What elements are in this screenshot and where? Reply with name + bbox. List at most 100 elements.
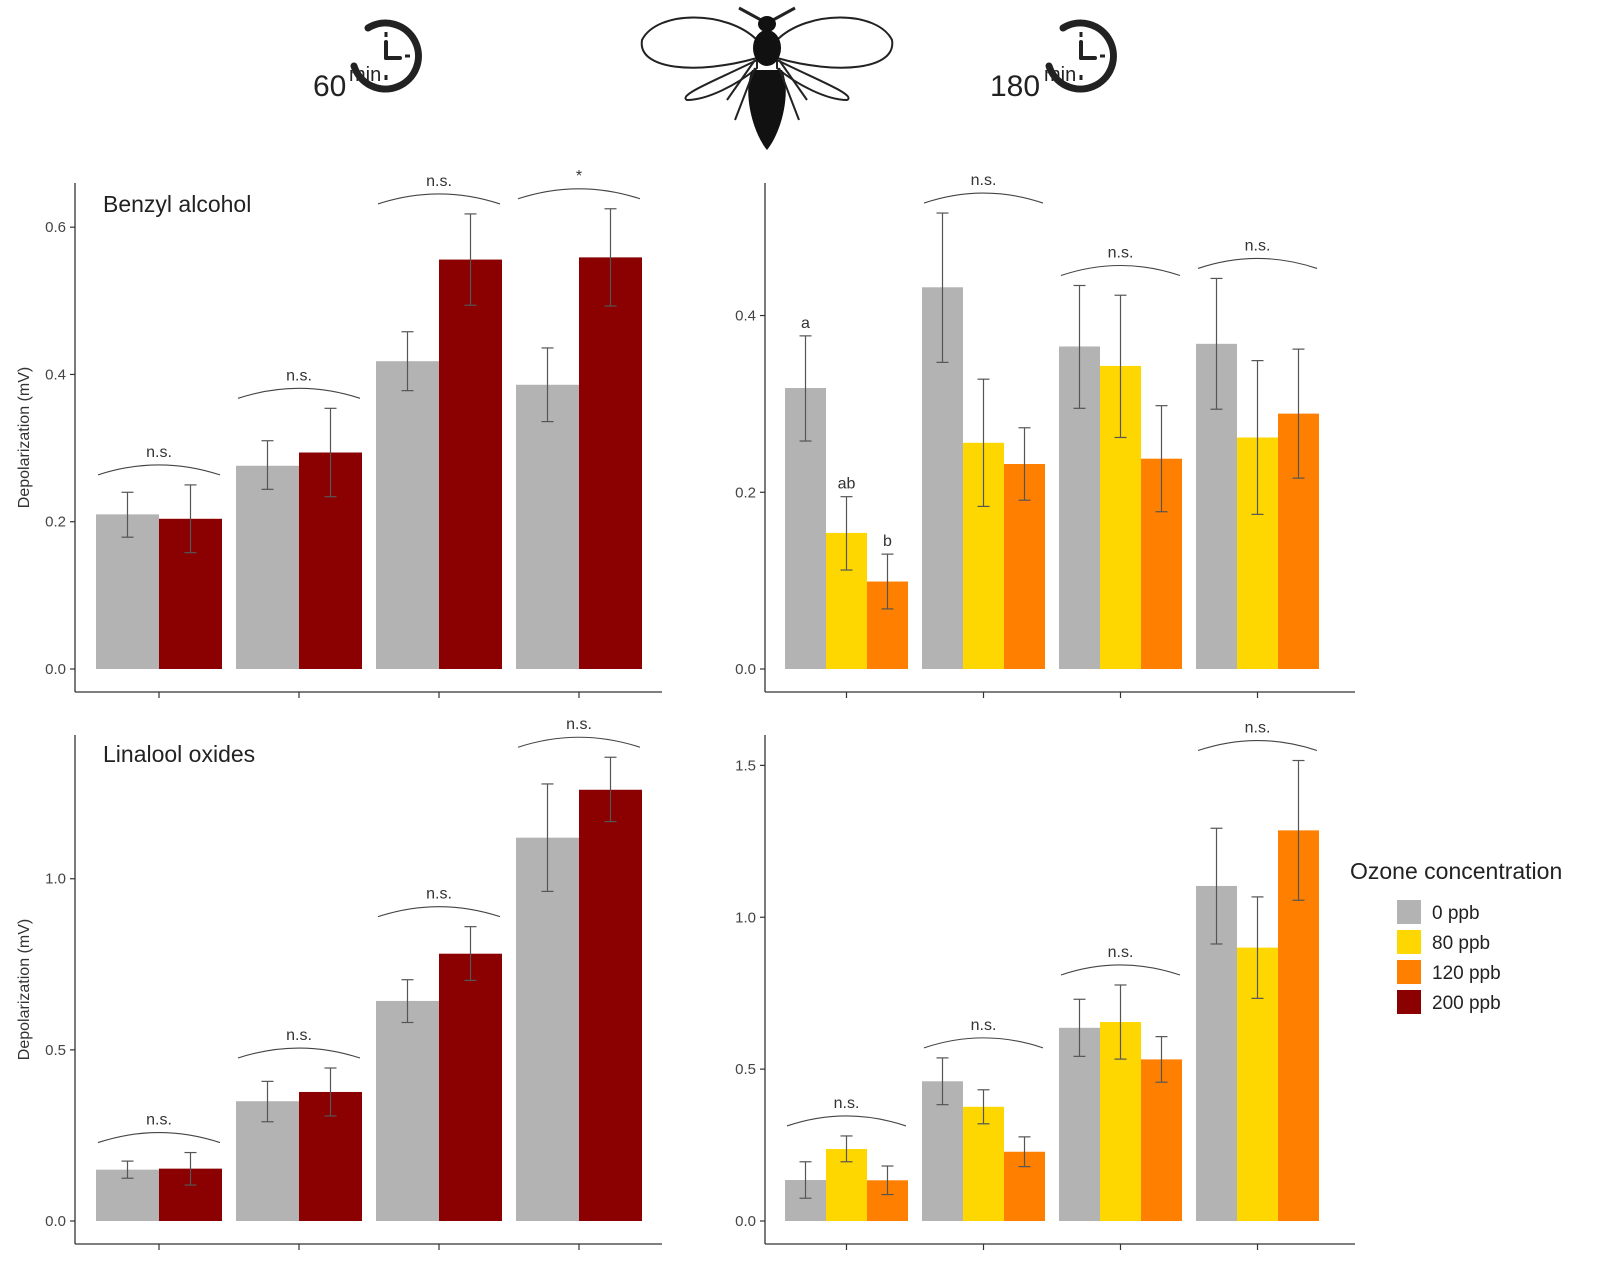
error-bar xyxy=(324,1067,337,1117)
significance-label: * xyxy=(576,168,582,185)
header-left-time: 60 min xyxy=(313,19,422,103)
panel-title: Linalool oxides xyxy=(103,741,255,767)
error-bar xyxy=(881,1165,894,1196)
right-time-unit: min xyxy=(1044,64,1076,86)
error-bar xyxy=(604,756,617,823)
legend-swatch xyxy=(1397,900,1421,924)
legend-label: 200 ppb xyxy=(1432,993,1501,1014)
error-bar xyxy=(1073,998,1086,1057)
bar xyxy=(439,259,502,669)
significance-label: n.s. xyxy=(426,886,452,903)
significance-bracket xyxy=(1197,739,1318,752)
error-bar xyxy=(324,407,337,498)
bar-letter-label: b xyxy=(883,533,892,550)
error-bar xyxy=(1210,277,1223,410)
clock-icon xyxy=(350,19,422,93)
y-tick-label: 0.4 xyxy=(735,308,756,325)
error-bar xyxy=(1292,348,1305,479)
error-bar xyxy=(1292,759,1305,901)
error-bar xyxy=(1210,827,1223,945)
error-bar xyxy=(1155,405,1168,513)
chart-panels: 0.0 0.2 0.4 0.6 Depolarization (mV) Benzyl al… xyxy=(16,168,1355,1250)
y-tick-label: 0.0 xyxy=(735,1213,756,1230)
significance-bracket xyxy=(237,1047,361,1059)
error-bar xyxy=(1018,1136,1031,1168)
error-bar xyxy=(1251,896,1264,999)
significance-label: n.s. xyxy=(1245,720,1271,737)
significance-bracket xyxy=(923,1037,1044,1049)
y-tick-label: 0.0 xyxy=(45,661,66,678)
bar xyxy=(96,514,159,669)
y-tick-label: 0.5 xyxy=(45,1042,66,1059)
error-bar xyxy=(604,208,617,307)
bar xyxy=(1059,1027,1100,1221)
significance-label: n.s. xyxy=(146,444,172,461)
error-bar xyxy=(840,496,853,571)
error-bar xyxy=(121,1160,134,1179)
error-bar xyxy=(1018,427,1031,501)
left-time-value: 60 xyxy=(313,70,346,103)
legend-swatch xyxy=(1397,990,1421,1014)
panel-title: Benzyl alcohol xyxy=(103,191,251,217)
error-bar xyxy=(799,1161,812,1199)
error-bar xyxy=(464,213,477,306)
bar xyxy=(376,361,439,669)
y-tick-label: 1.0 xyxy=(735,909,756,926)
right-time-value: 180 xyxy=(990,70,1040,103)
legend-item: 120 ppb xyxy=(1397,960,1501,984)
bar xyxy=(516,384,579,669)
error-bar xyxy=(1251,360,1264,515)
error-bar xyxy=(936,1057,949,1106)
legend-item: 0 ppb xyxy=(1397,900,1480,924)
bar xyxy=(1141,1059,1182,1221)
significance-bracket xyxy=(97,464,221,476)
legend-swatch xyxy=(1397,960,1421,984)
error-bar xyxy=(977,378,990,508)
error-bar xyxy=(881,553,894,610)
significance-label: n.s. xyxy=(286,367,312,384)
significance-bracket xyxy=(377,906,501,918)
legend-label: 80 ppb xyxy=(1432,933,1490,954)
significance-bracket xyxy=(923,192,1044,204)
y-tick-label: 0.0 xyxy=(45,1213,66,1230)
legend: Ozone concentration 0 ppb 80 ppb 120 ppb 20… xyxy=(1350,858,1562,1014)
significance-label: n.s. xyxy=(971,172,997,189)
wasp-icon xyxy=(640,6,894,150)
legend-label: 120 ppb xyxy=(1432,963,1501,984)
legend-item: 80 ppb xyxy=(1397,930,1490,954)
significance-bracket xyxy=(786,1115,907,1127)
error-bar xyxy=(541,783,554,893)
significance-label: n.s. xyxy=(566,716,592,733)
error-bar xyxy=(261,1080,274,1123)
significance-bracket xyxy=(237,387,361,399)
significance-bracket xyxy=(97,1132,221,1144)
significance-bracket xyxy=(1060,964,1181,976)
bar xyxy=(516,837,579,1221)
bar xyxy=(236,465,299,669)
header-right-time: 180 min xyxy=(990,19,1117,103)
error-bar xyxy=(1114,294,1127,439)
significance-bracket xyxy=(1060,264,1181,277)
error-bar xyxy=(1073,284,1086,409)
error-bar xyxy=(184,1151,197,1186)
significance-label: n.s. xyxy=(286,1027,312,1044)
significance-bracket xyxy=(517,188,641,200)
left-time-unit: min xyxy=(349,64,381,86)
y-axis-title: Depolarization (mV) xyxy=(16,367,33,508)
y-tick-label: 0.4 xyxy=(45,366,66,383)
significance-label: n.s. xyxy=(834,1095,860,1112)
bar xyxy=(579,789,642,1221)
legend-items: 0 ppb 80 ppb 120 ppb 200 ppb xyxy=(1397,900,1501,1014)
panel-benzyl-60: 0.0 0.2 0.4 0.6 Depolarization (mV) Benzyl al… xyxy=(16,168,662,698)
significance-bracket xyxy=(377,193,501,205)
bar xyxy=(376,1000,439,1221)
error-bar xyxy=(401,331,414,392)
significance-label: n.s. xyxy=(1245,237,1271,254)
y-tick-label: 0.2 xyxy=(735,484,756,501)
error-bar xyxy=(121,491,134,538)
error-bar xyxy=(261,440,274,490)
y-axis-title: Depolarization (mV) xyxy=(16,919,33,1060)
error-bar xyxy=(401,979,414,1024)
significance-label: n.s. xyxy=(971,1017,997,1034)
significance-bracket xyxy=(1197,257,1318,269)
